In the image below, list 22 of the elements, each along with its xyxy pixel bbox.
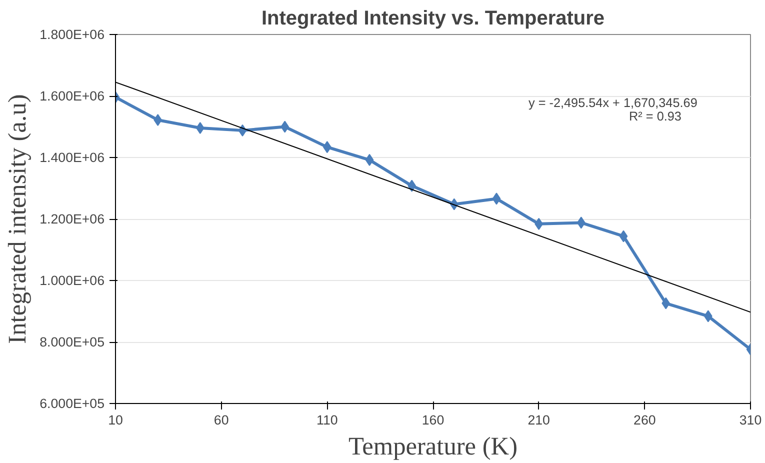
y-axis-title: Integrated intensity (a.u) <box>4 94 32 344</box>
chart-title: Integrated Intensity vs. Temperature <box>261 8 605 30</box>
y-tick-label: 8.000E+05 <box>40 334 105 350</box>
x-tick-label: 10 <box>108 412 123 428</box>
annotation: R² = 0.93 <box>629 110 682 124</box>
y-tick-label: 6.000E+05 <box>40 396 105 411</box>
y-tick-label: 1.400E+06 <box>40 150 105 165</box>
x-tick-label: 110 <box>316 412 338 428</box>
x-tick-label: 60 <box>214 412 229 428</box>
annotation: y = -2,495.54x + 1,670,345.69 <box>528 96 698 110</box>
x-tick-label: 210 <box>528 412 550 428</box>
point <box>365 154 374 166</box>
x-tick-label: 310 <box>739 412 762 428</box>
x-axis-title: Temperature (K) <box>348 432 518 460</box>
y-tick-label: 1.000E+06 <box>40 273 105 288</box>
y-tick-label: 1.600E+06 <box>40 88 105 104</box>
x-tick-label: 160 <box>422 412 444 428</box>
point <box>492 192 501 205</box>
y-tick-label: 1.800E+06 <box>40 27 105 42</box>
y-tick-label: 1.200E+06 <box>40 212 105 226</box>
x-tick-label: 260 <box>634 412 656 428</box>
point <box>619 230 628 242</box>
